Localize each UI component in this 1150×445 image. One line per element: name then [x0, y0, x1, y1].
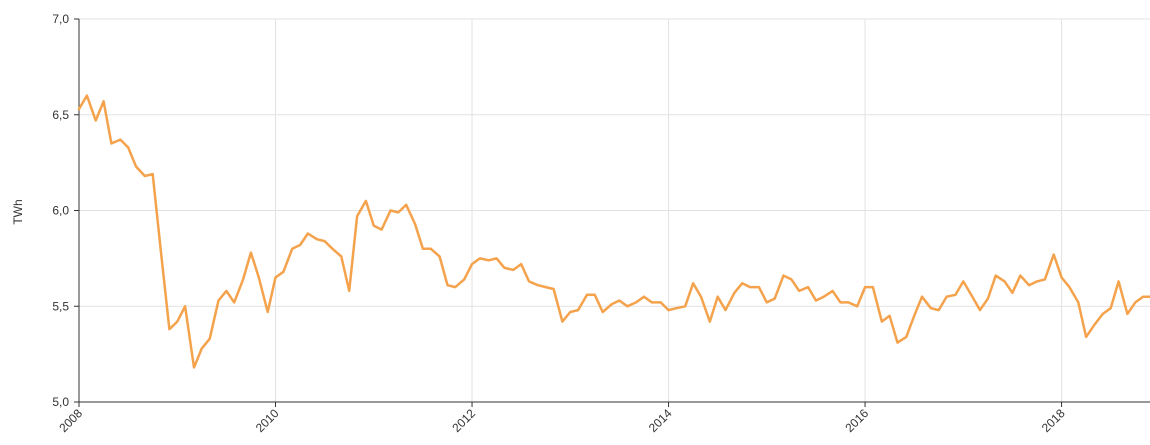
- x-tick-label: 2014: [646, 406, 675, 435]
- x-tick-label: 2010: [253, 406, 282, 435]
- y-tick-label: 5,5: [52, 299, 69, 313]
- y-tick-label: 7,0: [52, 12, 69, 26]
- x-tick-label: 2008: [56, 406, 85, 435]
- x-tick-label: 2016: [842, 406, 871, 435]
- tick-labels: 5,0 5,5 6,0 6,5 7,0 2008 2010 2012 2014 2016 2018: [52, 12, 1068, 435]
- x-tick-label: 2012: [449, 406, 478, 435]
- axes: [74, 18, 1150, 407]
- series-layer: [77, 94, 1150, 369]
- gridlines: [79, 18, 1150, 402]
- series-line: [77, 94, 1150, 369]
- y-axis-title: TWh: [11, 199, 25, 224]
- y-tick-label: 6,0: [52, 204, 69, 218]
- y-tick-label: 6,5: [52, 108, 69, 122]
- y-tick-label: 5,0: [52, 395, 69, 409]
- x-tick-label: 2018: [1039, 406, 1068, 435]
